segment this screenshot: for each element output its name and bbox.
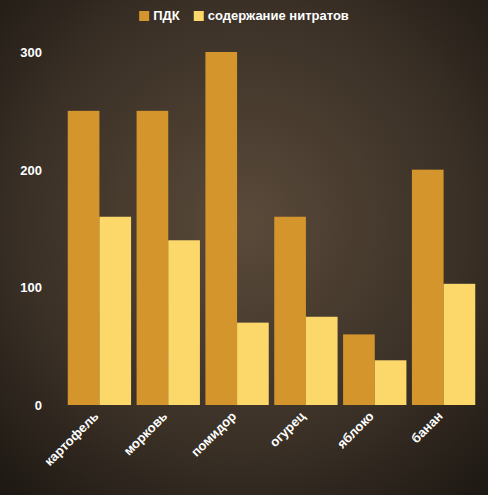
bar xyxy=(306,317,338,405)
y-tick-label: 300 xyxy=(20,45,42,60)
bar xyxy=(68,111,100,405)
x-tick-label: яблоко xyxy=(334,408,377,451)
legend-swatch xyxy=(139,11,149,21)
bar xyxy=(237,323,269,405)
bar xyxy=(375,360,407,405)
bar xyxy=(99,217,131,405)
bar xyxy=(137,111,169,405)
bar xyxy=(444,284,476,405)
legend-label: ПДК xyxy=(153,8,180,23)
background xyxy=(0,0,488,495)
legend-label: содержание нитратов xyxy=(208,8,349,23)
legend-swatch xyxy=(194,11,204,21)
bar xyxy=(412,170,444,405)
x-tick-label: огурец xyxy=(267,409,308,450)
y-tick-label: 200 xyxy=(20,163,42,178)
chart: 0 100 200 300 картофель морковь помидор огуреця… xyxy=(0,0,488,495)
x-tick-label: морковь xyxy=(120,409,170,459)
bar xyxy=(168,240,200,405)
x-tick-label: картофель xyxy=(41,409,101,469)
x-tick-label: помидор xyxy=(188,408,239,459)
legend: ПДК содержание нитратов xyxy=(139,8,349,23)
bar xyxy=(343,334,375,405)
bar xyxy=(205,52,237,405)
bar xyxy=(274,217,306,405)
x-tick-label: банан xyxy=(408,409,446,447)
y-tick-label: 100 xyxy=(20,280,42,295)
y-tick-label: 0 xyxy=(35,398,42,413)
